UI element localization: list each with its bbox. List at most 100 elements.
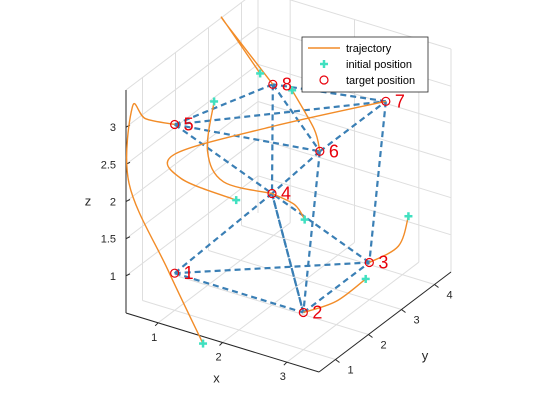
y-tick-mark bbox=[434, 284, 439, 288]
target-label-5: 5 bbox=[184, 115, 194, 135]
target-label-7: 7 bbox=[395, 91, 405, 111]
grid-z-wall bbox=[125, 63, 259, 165]
z-axis-label: z bbox=[85, 194, 92, 209]
target-marker-7 bbox=[381, 96, 391, 106]
initial-marker-5 bbox=[232, 196, 241, 205]
grid-y-floor bbox=[241, 225, 435, 285]
x-tick-label: 3 bbox=[280, 371, 286, 383]
x-tick-label: 1 bbox=[151, 332, 157, 344]
edge-1-4 bbox=[173, 192, 273, 275]
grid-z-wall bbox=[125, 138, 259, 240]
initial-marker-7 bbox=[256, 69, 265, 78]
legend-circle-icon bbox=[319, 75, 329, 85]
trajectory-7 bbox=[220, 16, 274, 85]
initial-markers bbox=[199, 69, 413, 348]
trajectory-6 bbox=[206, 101, 273, 195]
target-label-8: 8 bbox=[282, 74, 292, 94]
initial-marker-3 bbox=[404, 212, 413, 221]
edge-6-2 bbox=[302, 151, 321, 313]
z-tick-label: 1.5 bbox=[101, 234, 116, 246]
target-label-3: 3 bbox=[378, 253, 388, 273]
initial-marker-8 bbox=[288, 86, 297, 95]
y-tick-label: 1 bbox=[347, 365, 353, 377]
grid-z-back bbox=[257, 138, 452, 199]
target-marker-3 bbox=[364, 257, 374, 268]
target-marker-5 bbox=[170, 119, 180, 130]
y-axis-line bbox=[318, 271, 452, 373]
x-tick-mark bbox=[219, 342, 223, 346]
y-tick-label: 3 bbox=[413, 315, 419, 327]
y-axis-label: y bbox=[422, 348, 429, 363]
legend-label: initial position bbox=[346, 59, 412, 71]
y-tick-mark bbox=[335, 359, 340, 363]
y-tick-mark bbox=[368, 334, 373, 338]
z-tick-label: 3 bbox=[110, 122, 116, 134]
grid-z-back bbox=[257, 101, 452, 161]
z-tick-label: 2 bbox=[110, 197, 116, 209]
edge-8-4 bbox=[270, 84, 274, 194]
target-marker-8 bbox=[268, 79, 278, 89]
edge-2-3 bbox=[302, 261, 370, 314]
trajectory-4 bbox=[271, 192, 306, 220]
target-marker-1 bbox=[170, 268, 180, 278]
edge-5-6 bbox=[174, 123, 321, 153]
pane-edge bbox=[125, 0, 246, 91]
target-label-1: 1 bbox=[184, 263, 194, 283]
grid-z-back bbox=[257, 175, 452, 236]
legend-label: target position bbox=[346, 75, 415, 87]
grid-x-floor bbox=[157, 222, 291, 324]
edge-4-2 bbox=[270, 193, 305, 313]
grid-y-floor bbox=[208, 250, 402, 310]
x-tick-mark bbox=[283, 361, 288, 366]
z-tick-mark bbox=[125, 273, 131, 277]
target-markers: 1 2 3 4 5 6 7 8 bbox=[170, 74, 405, 323]
x-tick-label: 2 bbox=[215, 352, 221, 364]
target-label-4: 4 bbox=[281, 184, 291, 204]
target-marker-2 bbox=[298, 307, 308, 318]
target-label-6: 6 bbox=[329, 141, 339, 161]
initial-marker-1 bbox=[199, 339, 208, 348]
trajectory-lines bbox=[125, 16, 410, 344]
grid-x-floor bbox=[286, 261, 420, 363]
pane-1 bbox=[126, 0, 258, 313]
y-tick-label: 4 bbox=[446, 290, 452, 302]
z-tick-mark bbox=[125, 236, 131, 240]
grid-y-floor bbox=[142, 300, 336, 360]
legend: trajectory initial position target positio… bbox=[301, 36, 429, 93]
z-tick-mark bbox=[125, 199, 131, 202]
y-tick-label: 2 bbox=[380, 340, 386, 352]
edge-1-2 bbox=[174, 272, 304, 314]
target-marker-4 bbox=[267, 188, 277, 199]
legend-entry-1: initial position bbox=[320, 59, 412, 71]
tick-labels: 1 2 3 1 2 3 4 1 1.5 2 2.5 3 bbox=[101, 122, 453, 383]
trajectory-3 bbox=[368, 215, 410, 264]
grid-z-back bbox=[257, 63, 452, 124]
edge-1-3 bbox=[174, 261, 370, 275]
target-label-2: 2 bbox=[312, 303, 322, 323]
edge-6-4 bbox=[271, 150, 321, 195]
edge-5-8 bbox=[174, 83, 274, 126]
initial-marker-4 bbox=[300, 215, 309, 224]
z-tick-label: 2.5 bbox=[101, 159, 116, 171]
edge-7-3 bbox=[368, 101, 387, 263]
trajectory-2 bbox=[303, 278, 367, 314]
target-marker-6 bbox=[315, 146, 325, 156]
grid-y-floor bbox=[175, 275, 369, 335]
trajectory-5 bbox=[166, 100, 386, 201]
edge-6-7 bbox=[319, 100, 387, 153]
initial-marker-2 bbox=[361, 274, 370, 283]
legend-entry-0: trajectory bbox=[308, 43, 392, 55]
edge-8-6 bbox=[271, 83, 321, 152]
grid-z-wall bbox=[125, 26, 259, 128]
x-axis-label: x bbox=[213, 371, 220, 386]
legend-label: trajectory bbox=[346, 43, 392, 55]
trajectory-1 bbox=[125, 103, 204, 344]
z-tick-label: 1 bbox=[110, 271, 116, 283]
x-tick-mark bbox=[154, 322, 159, 327]
axis-labels: x y z bbox=[85, 194, 429, 386]
y-tick-mark bbox=[401, 309, 406, 313]
initial-marker-6 bbox=[210, 97, 219, 106]
legend-entry-2: target position bbox=[319, 75, 415, 87]
grid-z-wall bbox=[125, 175, 259, 277]
